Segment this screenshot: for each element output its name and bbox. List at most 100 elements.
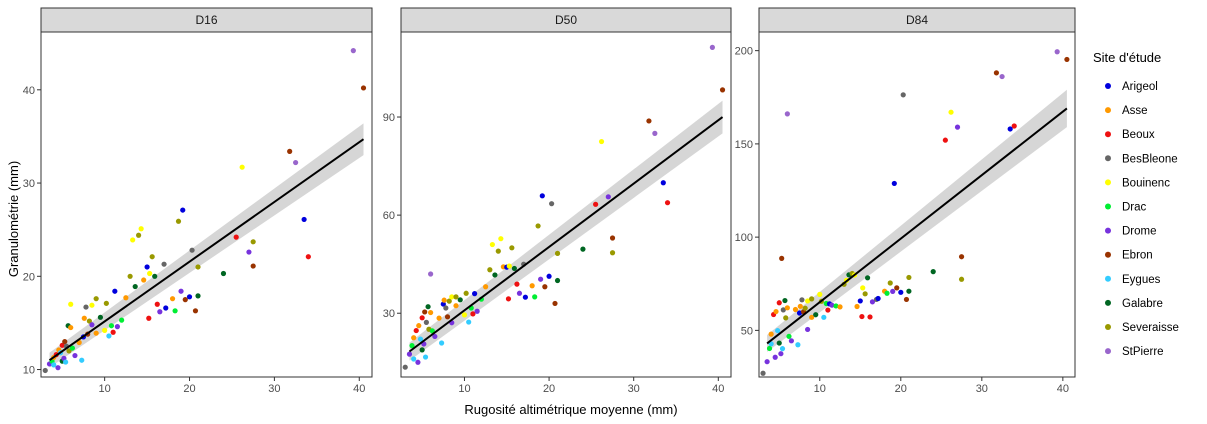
data-point [778,351,784,357]
data-point [869,299,876,305]
data-point [130,237,136,243]
data-point [554,250,561,256]
y-tick-label: 60 [383,210,395,222]
legend-label: Ebron [1122,250,1153,262]
data-point [799,297,805,303]
data-point [305,254,311,260]
data-point [195,264,201,270]
data-point [772,354,778,360]
data-point [72,352,78,359]
y-tick-label: 90 [383,112,395,124]
data-point [108,323,115,329]
data-point [796,310,803,316]
y-tick-label: 50 [741,325,753,337]
data-point [580,246,586,252]
data-point [942,137,948,143]
legend-key [1105,251,1111,258]
y-axis-title: Granulométrie (mm) [6,161,21,277]
legend: Site d'étude Arigeol Asse Beoux BesBleone Bo… [1093,50,1179,358]
confidence-band [49,123,364,368]
data-point [157,309,163,315]
data-point [132,283,138,290]
data-point [605,194,611,200]
data-point [487,267,493,273]
facet-strip [758,7,1076,33]
data-point [797,303,803,309]
legend-label: Eygues [1122,274,1161,286]
legend-item: Drome [1105,226,1157,238]
data-point [795,342,801,348]
data-point [51,362,57,368]
data-point [180,207,186,213]
data-point [854,303,860,310]
data-point [898,289,904,295]
data-point [554,277,561,284]
x-tick-label: 20 [543,383,555,395]
legend-key [1105,227,1111,234]
data-point [154,301,160,307]
panel-d16: D16 10 20 30 40 10 20 30 40 [23,7,373,395]
data-point [506,263,512,269]
data-point [884,290,890,296]
data-point [867,314,873,320]
points [402,44,726,370]
x-tick-label: 20 [895,383,907,395]
data-point [470,311,476,317]
data-point [97,314,104,320]
data-point [1054,49,1060,55]
panel-d84: D84 10 20 30 40 50 100 150 200 [735,7,1076,395]
data-point [453,294,459,300]
data-point [522,294,528,300]
x-tick-label: 10 [99,383,111,395]
x-tick-label: 40 [712,383,724,395]
data-point [511,265,517,272]
data-point [958,254,965,260]
data-point [141,277,147,283]
data-point [489,241,495,248]
data-point [709,44,715,50]
data-point [509,245,515,251]
data-point [829,302,835,308]
data-point [127,273,133,279]
legend-item: Severaisse [1105,322,1179,334]
data-point [68,324,74,331]
confidence-band [767,89,1067,352]
data-point [780,307,786,313]
data-point [821,314,827,320]
data-point [954,124,961,130]
data-point [146,315,152,321]
data-point [784,305,790,311]
data-point [552,300,558,307]
data-point [350,48,356,54]
data-point [809,314,815,320]
data-point [779,346,786,352]
data-point [773,308,779,315]
legend-item: Drac [1105,202,1147,214]
data-point [152,273,158,279]
data-point [411,335,417,341]
data-point [805,326,811,333]
data-point [783,315,789,321]
data-point [436,315,442,321]
data-point [652,130,658,136]
data-point [483,284,489,290]
data-point [182,297,188,303]
data-point [1011,123,1017,129]
data-point [775,327,781,334]
data-point [360,85,367,91]
x-tick-label: 10 [458,383,470,395]
data-point [859,313,865,320]
data-point [958,276,965,282]
legend-key [1105,203,1111,210]
y-tick-label: 200 [735,46,753,58]
legend-label: StPierre [1122,346,1164,358]
legend-key [1105,299,1111,306]
data-point [293,159,299,166]
legend-key [1105,348,1111,355]
legend-label: BesBleone [1122,153,1178,165]
data-point [593,201,599,207]
data-point [768,331,774,337]
legend-label: Galabre [1122,298,1163,310]
data-point [42,367,48,374]
